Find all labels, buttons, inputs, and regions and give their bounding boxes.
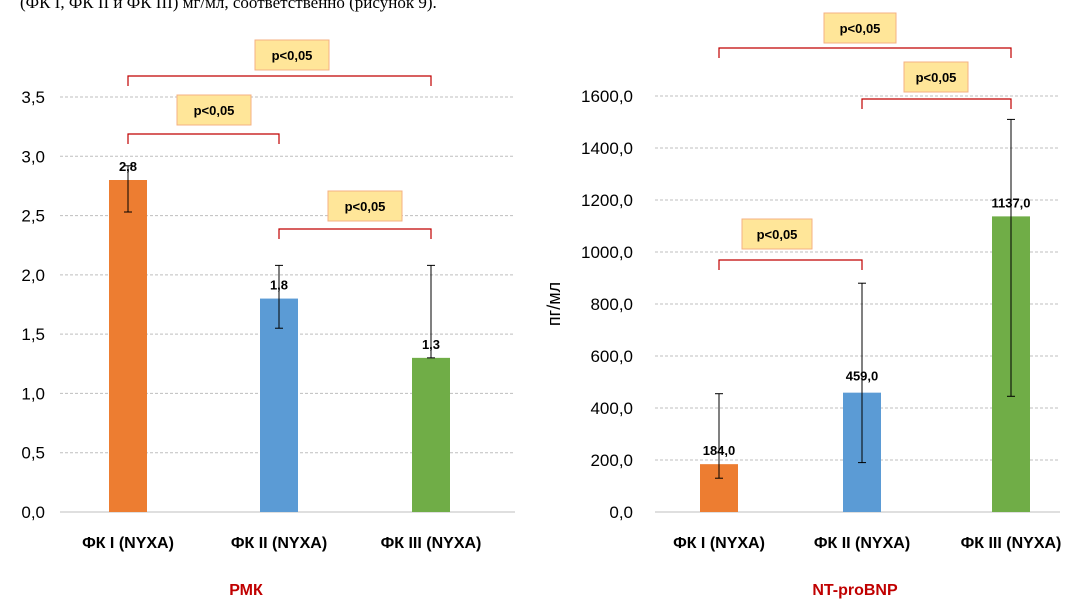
rmk-bar [109,180,147,512]
ntprobnp-category-label: ФК I (NYXA) [673,535,765,552]
ntprobnp-significance-bracket [861,98,1012,109]
ntprobnp-significance-bracket [718,259,863,270]
rmk-y-tick-label: 0,5 [21,444,45,463]
rmk-significance-bracket [127,133,280,144]
rmk-p-value-label: p<0,05 [194,103,235,118]
ntprobnp-data-label: 459,0 [846,369,879,384]
ntprobnp-y-tick-label: 400,0 [590,399,633,418]
ntprobnp-y-tick-label: 600,0 [590,347,633,366]
ntprobnp-y-tick-label: 800,0 [590,295,633,314]
rmk-y-tick-label: 2,5 [21,207,45,226]
ntprobnp-y-tick-label: 1000,0 [581,243,633,262]
ntprobnp-category-label: ФК III (NYXA) [961,535,1062,552]
rmk-y-tick-label: 2,0 [21,266,45,285]
ntprobnp-y-tick-label: 1600,0 [581,87,633,106]
ntprobnp-y-tick-label: 0,0 [609,503,633,522]
rmk-y-tick-label: 1,0 [21,384,45,403]
rmk-significance-bracket [278,228,432,239]
rmk-y-tick-label: 0,0 [21,503,45,522]
rmk-bar [412,357,450,512]
rmk-bar [260,298,298,512]
ntprobnp-category-label: ФК II (NYXA) [814,535,910,552]
rmk-significance-bracket [127,75,432,86]
header-text: (ФК I, ФК II и ФК III) мг/мл, соответств… [20,0,437,12]
ntprobnp-data-label: 184,0 [703,443,736,458]
rmk-p-value-label: p<0,05 [345,199,386,214]
ntprobnp-chart-title: NT-proBNP [812,582,898,599]
ntprobnp-p-value-box [823,12,897,44]
rmk-data-label: 1,3 [422,337,440,352]
ntprobnp-p-value-box [903,61,969,93]
rmk-data-label: 1,8 [270,278,288,293]
rmk-category-label: ФК I (NYXA) [82,535,174,552]
ntprobnp-p-value-label: p<0,05 [757,227,798,242]
rmk-p-value-label: p<0,05 [272,48,313,63]
rmk-y-tick-label: 3,0 [21,147,45,166]
rmk-p-value-box [327,190,403,222]
rmk-p-value-box [254,39,330,71]
rmk-p-value-box [176,94,252,126]
ntprobnp-y-tick-label: 200,0 [590,451,633,470]
rmk-category-label: ФК III (NYXA) [381,535,482,552]
ntprobnp-y-tick-label: 1400,0 [581,139,633,158]
ntprobnp-y-axis-label: пг/мл [544,282,564,326]
ntprobnp-y-tick-label: 1200,0 [581,191,633,210]
ntprobnp-p-value-box [741,218,813,250]
rmk-y-tick-label: 3,5 [21,88,45,107]
rmk-data-label: 2,8 [119,159,137,174]
rmk-chart-title: РМК [229,582,263,599]
ntprobnp-significance-bracket [718,47,1012,58]
ntprobnp-data-label: 1137,0 [991,195,1030,210]
ntprobnp-p-value-label: p<0,05 [840,21,881,36]
rmk-category-label: ФК II (NYXA) [231,535,327,552]
rmk-y-tick-label: 1,5 [21,325,45,344]
ntprobnp-p-value-label: p<0,05 [916,70,957,85]
